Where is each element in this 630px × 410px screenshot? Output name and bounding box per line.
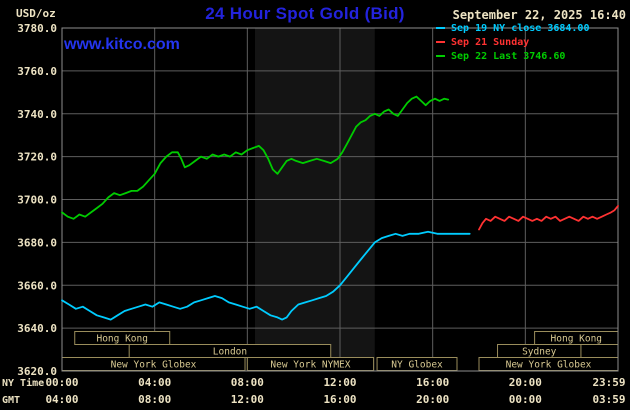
x-axis-tick-label: 00:00	[509, 393, 542, 406]
page-title: 24 Hour Spot Gold (Bid)	[205, 4, 405, 23]
y-axis-tick-label: 3640.0	[17, 322, 57, 335]
x-axis-row-label: NY Time	[2, 377, 44, 389]
session-label: Hong Kong	[551, 334, 602, 345]
x-axis-tick-label: 04:00	[138, 376, 171, 389]
plot-frame	[61, 27, 619, 372]
x-axis-tick-label: 08:00	[231, 376, 264, 389]
legend-item: Sep 21 Sunday	[436, 35, 589, 49]
legend-dash-icon	[436, 41, 445, 43]
legend-dash-icon	[436, 55, 445, 57]
x-axis-tick-label: 23:59	[592, 376, 625, 389]
x-axis-tick-label: 12:00	[231, 393, 264, 406]
session-label: New York Globex	[111, 360, 197, 371]
legend-label: Sep 21 Sunday	[451, 36, 530, 48]
y-axis-tick-label: 3700.0	[17, 194, 57, 207]
y-axis-tick-label: 3680.0	[17, 236, 57, 249]
legend-label: Sep 19 NY close 3684.00	[451, 22, 590, 34]
legend-item: Sep 22 Last 3746.60	[436, 49, 589, 63]
legend: Sep 19 NY close 3684.00 Sep 21 Sunday Sep …	[436, 21, 589, 63]
x-axis-tick-label: 20:00	[509, 376, 542, 389]
x-axis-tick-label: 20:00	[416, 393, 449, 406]
unit-label: USD/oz	[16, 7, 56, 20]
y-axis-tick-label: 3760.0	[17, 65, 57, 78]
x-axis-row-label: GMT	[2, 395, 20, 406]
x-axis-tick-label: 12:00	[323, 376, 356, 389]
legend-dash-icon	[436, 27, 445, 29]
x-axis-tick-label: 04:00	[45, 393, 78, 406]
y-axis-tick-label: 3620.0	[17, 365, 57, 378]
legend-item: Sep 19 NY close 3684.00	[436, 21, 589, 35]
price-line-sep21	[478, 204, 619, 231]
y-axis-tick-label: 3720.0	[17, 151, 57, 164]
y-axis-tick-label: 3780.0	[17, 22, 57, 35]
session-label: NY Globex	[391, 360, 443, 371]
datetime-label: September 22, 2025 16:40	[452, 8, 626, 22]
price-line-sep22	[61, 95, 450, 220]
session-box	[74, 331, 171, 345]
session-label: New York NYMEX	[270, 360, 350, 371]
x-axis-tick-label: 16:00	[323, 393, 356, 406]
session-label: New York Globex	[506, 360, 592, 371]
y-axis-tick-label: 3740.0	[17, 108, 57, 121]
y-axis-tick-label: 3660.0	[17, 279, 57, 292]
x-axis-tick-label: 16:00	[416, 376, 449, 389]
kitco-link[interactable]: www.kitco.com	[64, 36, 180, 53]
session-label: Hong Kong	[96, 334, 147, 345]
x-axis-tick-label: 00:00	[45, 376, 78, 389]
x-axis-tick-label: 03:59	[592, 393, 625, 406]
price-line-sep19	[61, 230, 471, 321]
session-label: Sydney	[522, 347, 557, 358]
x-axis-tick-label: 08:00	[138, 393, 171, 406]
session-label: London	[213, 347, 247, 358]
legend-label: Sep 22 Last 3746.60	[451, 50, 566, 62]
